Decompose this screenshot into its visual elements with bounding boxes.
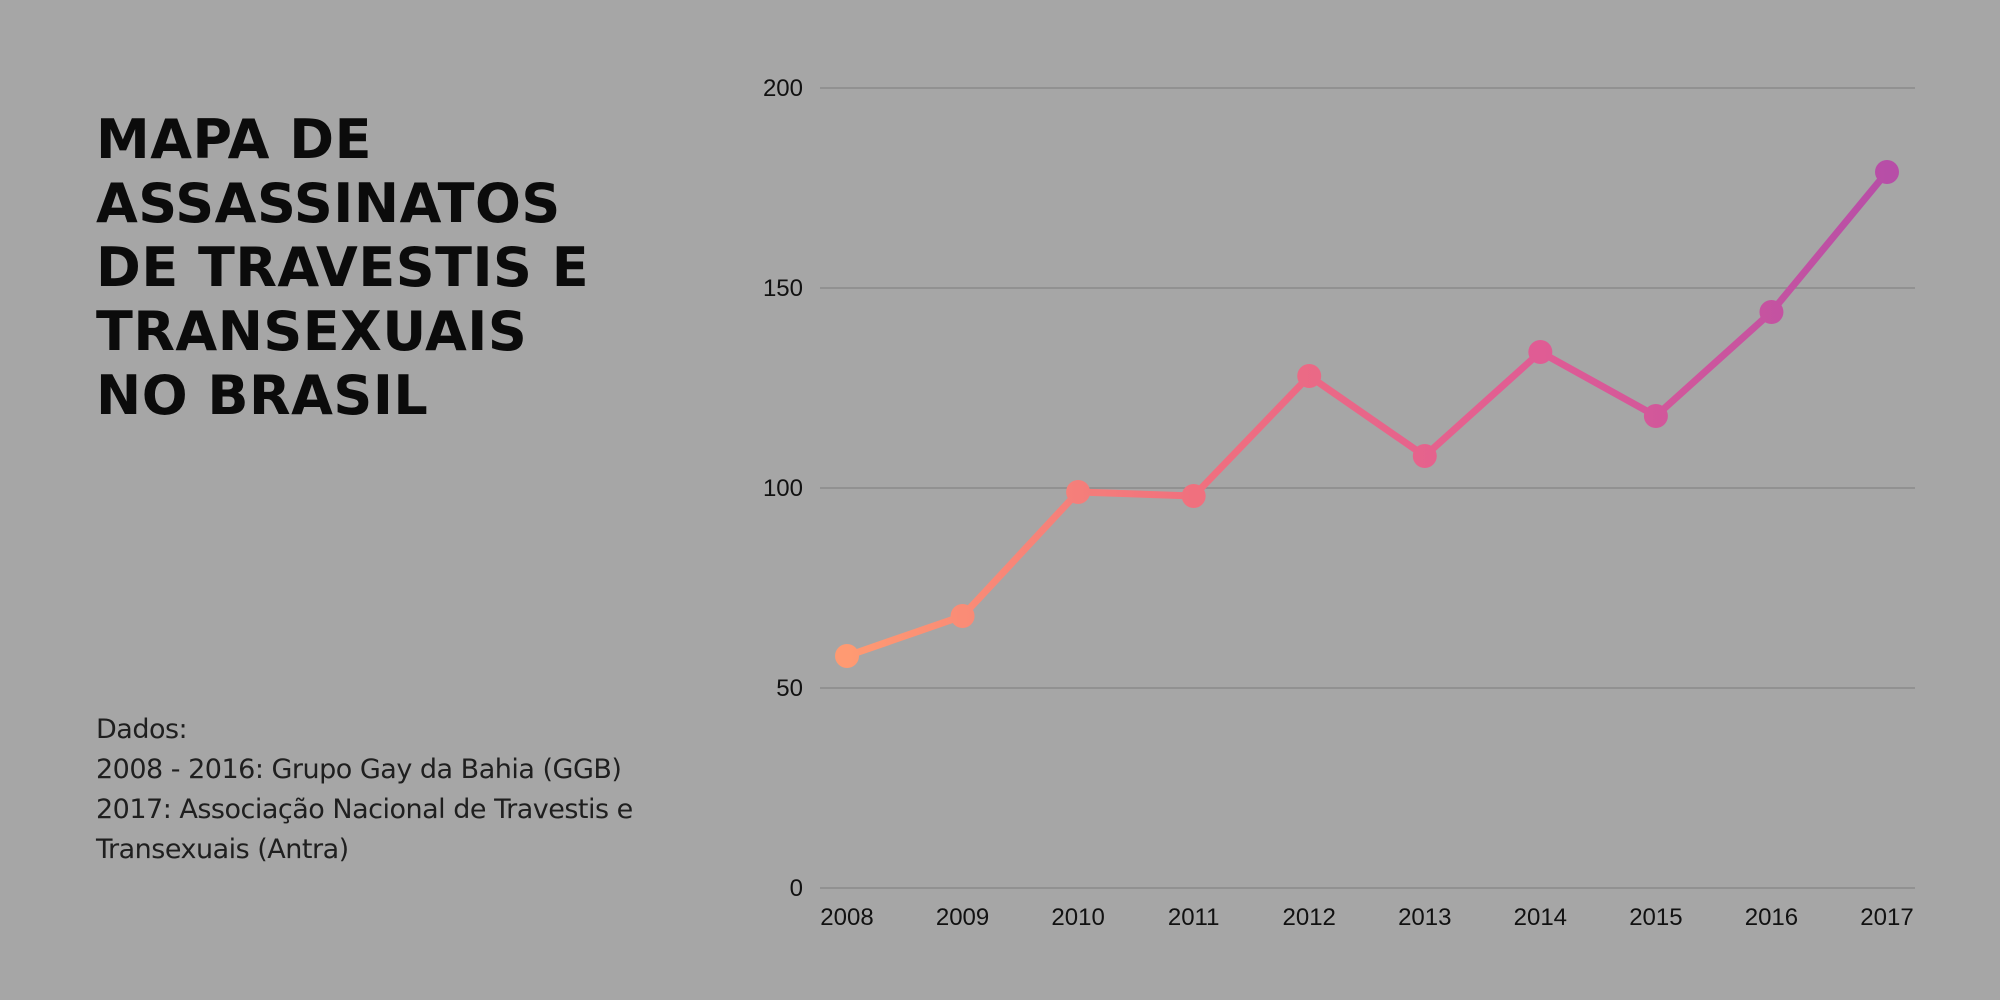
- data-sources: Dados: 2008 - 2016: Grupo Gay da Bahia (…: [96, 710, 696, 870]
- series-line-0: [843, 168, 1891, 660]
- data-point-2015: [1643, 404, 1668, 428]
- x-tick-label-2009: 2009: [936, 904, 989, 931]
- y-tick-label-150: 150: [763, 275, 803, 302]
- data-point-2017: [1875, 160, 1899, 184]
- x-tick-label-2008: 2008: [820, 904, 873, 931]
- y-tick-label-0: 0: [790, 875, 803, 902]
- x-tick-label-2014: 2014: [1514, 904, 1567, 931]
- y-tick-label-200: 200: [763, 75, 803, 102]
- y-tick-label-50: 50: [776, 675, 803, 702]
- x-tick-label-2013: 2013: [1398, 904, 1451, 931]
- page-title: MAPA DE ASSASSINATOS DE TRAVESTIS E TRAN…: [96, 108, 656, 428]
- title-line-2: ASSASSINATOS: [96, 172, 561, 235]
- data-point-2008: [835, 644, 859, 668]
- title-line-4: TRANSEXUAIS: [96, 300, 528, 363]
- sources-heading: Dados:: [96, 714, 188, 745]
- y-tick-label-100: 100: [763, 475, 803, 502]
- data-point-2009: [950, 604, 975, 628]
- data-point-2014: [1528, 340, 1553, 364]
- data-point-2012: [1297, 364, 1322, 388]
- title-line-1: MAPA DE: [96, 108, 372, 171]
- data-point-2013: [1412, 444, 1437, 468]
- title-line-3: DE TRAVESTIS E: [96, 236, 590, 299]
- data-point-2016: [1759, 300, 1784, 324]
- data-point-2010: [1066, 480, 1091, 504]
- sources-line-1: 2008 - 2016: Grupo Gay da Bahia (GGB): [96, 754, 622, 785]
- x-tick-label-2017: 2017: [1860, 904, 1913, 931]
- x-tick-label-2012: 2012: [1283, 904, 1336, 931]
- title-line-5: NO BRASIL: [96, 364, 429, 427]
- x-tick-label-2016: 2016: [1745, 904, 1798, 931]
- x-tick-label-2015: 2015: [1629, 904, 1682, 931]
- x-tick-label-2011: 2011: [1168, 904, 1220, 931]
- sources-line-2: 2017: Associação Nacional de Travestis e: [96, 794, 633, 825]
- sources-line-3: Transexuais (Antra): [96, 834, 349, 865]
- data-point-2011: [1181, 484, 1206, 508]
- x-tick-label-2010: 2010: [1051, 904, 1104, 931]
